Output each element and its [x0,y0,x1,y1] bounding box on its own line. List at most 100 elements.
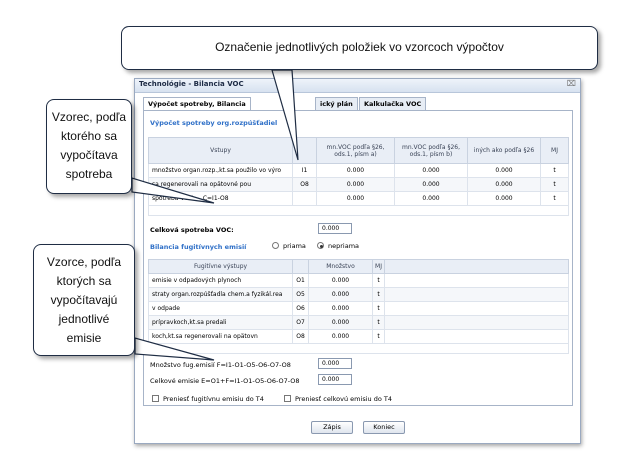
col-voc-b: mn.VOC podľa §26, ods.1, písm b) [394,137,468,164]
table-row[interactable]: straty organ.rozpúšťadla chem.a fyzikál.… [148,287,569,302]
col-inputs: Vstupy [148,137,293,164]
col-fugitive-outputs: Fugitívne výstupy [148,259,293,274]
callout-line: vypočítava [60,148,118,162]
row-unit: t [540,163,569,178]
callout-line: jednotlivé [58,312,110,326]
callout-line: emisie [66,331,102,345]
row-name: v odpade [148,301,293,316]
radio-indirect[interactable] [317,242,324,249]
row-code: O8 [292,177,317,192]
row-name: množstvo organ.rozp.,kt.sa použilo vo vý… [148,163,293,178]
callout-line: vypočítavajú [50,293,118,307]
row-code: I1 [292,163,317,178]
row-value-a[interactable]: 0.000 [316,163,395,178]
row-code: O1 [292,273,309,288]
row-unit: t [372,301,385,316]
table-row[interactable]: prípravkoch,kt.sa predali O7 0.000 t [148,315,569,330]
callout-item-labels: Označenie jednotlivých položiek vo vzorc… [121,26,598,70]
row-filler [384,315,569,330]
callout-line: Vzorec, podľa [51,110,127,124]
total-consumption-field[interactable]: 0.000 [318,223,352,234]
callout-top-text: Označenie jednotlivých položiek vo vzorc… [215,40,504,54]
row-value-a[interactable]: 0.000 [316,177,395,192]
row-value-c[interactable]: 0.000 [467,177,541,192]
close-icon[interactable]: ⌧ [566,79,576,88]
close-button[interactable]: Koniec [363,421,405,434]
row-code: O8 [292,329,309,344]
table-spacer [148,343,569,354]
col-amount: Množstvo [308,259,373,274]
radio-direct-label: priama [283,242,306,250]
save-button[interactable]: Zápis [311,421,353,434]
row-amount[interactable]: 0.000 [308,301,373,316]
row-value-b[interactable]: 0.000 [394,177,468,192]
radio-direct[interactable] [272,242,279,249]
row-value-a[interactable]: 0.000 [316,191,395,206]
row-amount[interactable]: 0.000 [308,315,373,330]
tab-plan[interactable]: ický plán [315,97,358,110]
row-filler [384,287,569,302]
row-name: koch,kt.sa regenerovali na opätovn [148,329,293,344]
table-row[interactable]: spotreba VOC C=I1-O8 0.000 0.000 0.000 t [148,191,569,206]
callout-consumption-formula: Vzorec, podľa ktorého sa vypočítava spot… [46,99,132,194]
row-name: emisie v odpadových plynoch [148,273,293,288]
col-voc-a: mn.VOC podľa §26, ods.1, písm a) [316,137,395,164]
row-unit: t [372,329,385,344]
row-value-c[interactable]: 0.000 [467,191,541,206]
callout-line: Vzorce, podľa [46,255,122,269]
total-emission-field[interactable]: 0.000 [318,374,352,385]
voc-balance-dialog: Technológie - Bilancia VOC ⌧ Výpočet spo… [134,78,581,444]
fugitive-emission-field[interactable]: 0.000 [318,358,352,369]
col-fugitive-unit: MJ [372,259,385,274]
row-name: straty organ.rozpúšťadla chem.a fyzikál.… [148,287,293,302]
callout-line: ktorého sa [60,129,118,143]
row-unit: t [372,287,385,302]
row-unit: t [372,273,385,288]
row-amount[interactable]: 0.000 [308,273,373,288]
fugitive-table: Fugitívne výstupy Množstvo MJ emisie v o… [148,259,569,354]
tab-voc-calculator[interactable]: Kalkulačka VOC [359,97,427,110]
table-row[interactable]: v odpade O6 0.000 t [148,301,569,316]
row-value-b[interactable]: 0.000 [394,163,468,178]
total-consumption-label: Celková spotreba VOC: [150,226,234,234]
col-filler [384,259,569,274]
transfer-total-label: Preniesť celkovú emisiu do T4 [295,395,392,403]
col-code [292,137,317,164]
table-row[interactable]: sa regenerovali na opätovné pou O8 0.000… [148,177,569,192]
row-name-text: spotreba VOC [152,195,194,202]
table-row[interactable]: koch,kt.sa regenerovali na opätovn O8 0.… [148,329,569,344]
row-code: O6 [292,301,309,316]
consumption-formula: C=I1-O8 [202,195,229,202]
row-filler [384,329,569,344]
row-code [292,191,317,206]
transfer-fugitive-label: Preniesť fugitívnu emisiu do T4 [163,395,264,403]
row-unit: t [372,315,385,330]
callout-emission-formulas: Vzorce, podľa ktorých sa vypočítavajú je… [33,244,135,356]
row-filler [384,301,569,316]
transfer-total-checkbox[interactable] [284,395,291,402]
row-value-c[interactable]: 0.000 [467,163,541,178]
callout-line: ktorých sa [56,274,112,288]
tab-consumption-balance[interactable]: Výpočet spotreby, Bilancia [143,97,251,111]
callout-line: spotreba [65,167,113,181]
fugitive-emission-label: Množstvo fug.emisií F=I1-O1-O5-O6-O7-O8 [150,361,291,369]
table-row[interactable]: množstvo organ.rozp.,kt.sa použilo vo vý… [148,163,569,178]
fugitive-section-title: Bilancia fugitívnych emisií [150,243,247,251]
col-other: iných ako podľa §26 [467,137,541,164]
col-unit: MJ [540,137,569,164]
row-code: O7 [292,315,309,330]
row-filler [384,273,569,288]
row-code: O5 [292,287,309,302]
table-row[interactable]: emisie v odpadových plynoch O1 0.000 t [148,273,569,288]
window-title: Technológie - Bilancia VOC [139,80,244,88]
row-name: spotreba VOC C=I1-O8 [148,191,293,206]
transfer-fugitive-checkbox[interactable] [152,395,159,402]
radio-indirect-label: nepriama [328,242,360,250]
row-amount[interactable]: 0.000 [308,287,373,302]
table-spacer [148,205,569,216]
row-amount[interactable]: 0.000 [308,329,373,344]
row-value-b[interactable]: 0.000 [394,191,468,206]
row-name: prípravkoch,kt.sa predali [148,315,293,330]
tab-panel: Výpočet spotreby org.rozpúšťadiel Vstupy… [143,110,573,406]
title-bar[interactable]: Technológie - Bilancia VOC ⌧ [135,79,580,93]
